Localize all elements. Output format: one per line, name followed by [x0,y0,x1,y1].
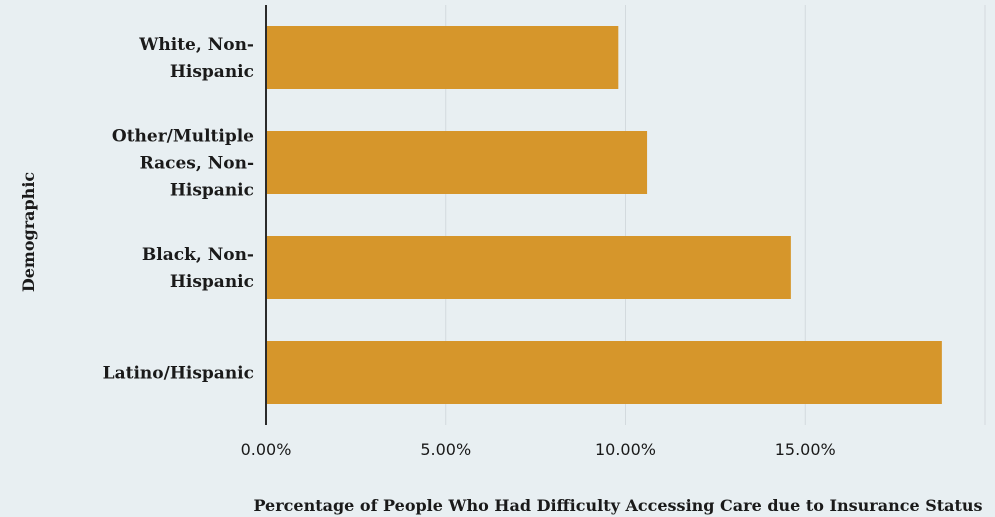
bars [266,26,942,404]
x-tick-label: 0.00% [241,440,292,459]
bar [266,341,942,404]
bar [266,26,619,89]
category-label: Latino/Hispanic [103,364,254,384]
x-tick-label: 10.00% [595,440,656,459]
bar [266,131,648,194]
x-tick-label: 15.00% [775,440,836,459]
category-label: White, Non-Hispanic [138,35,254,82]
category-label: Black, Non-Hispanic [142,245,254,292]
bar [266,236,791,299]
x-axis-title: Percentage of People Who Had Difficulty … [253,496,982,515]
y-axis-title: Demographic [19,172,38,293]
category-label: Other/Multiple Races, Non-Hispanic [112,127,254,201]
x-tick-labels: 0.00% 5.00% 10.00% 15.00% [241,440,836,459]
x-tick-label: 5.00% [420,440,471,459]
category-labels: White, Non-Hispanic Other/Multiple Races, … [103,35,255,384]
